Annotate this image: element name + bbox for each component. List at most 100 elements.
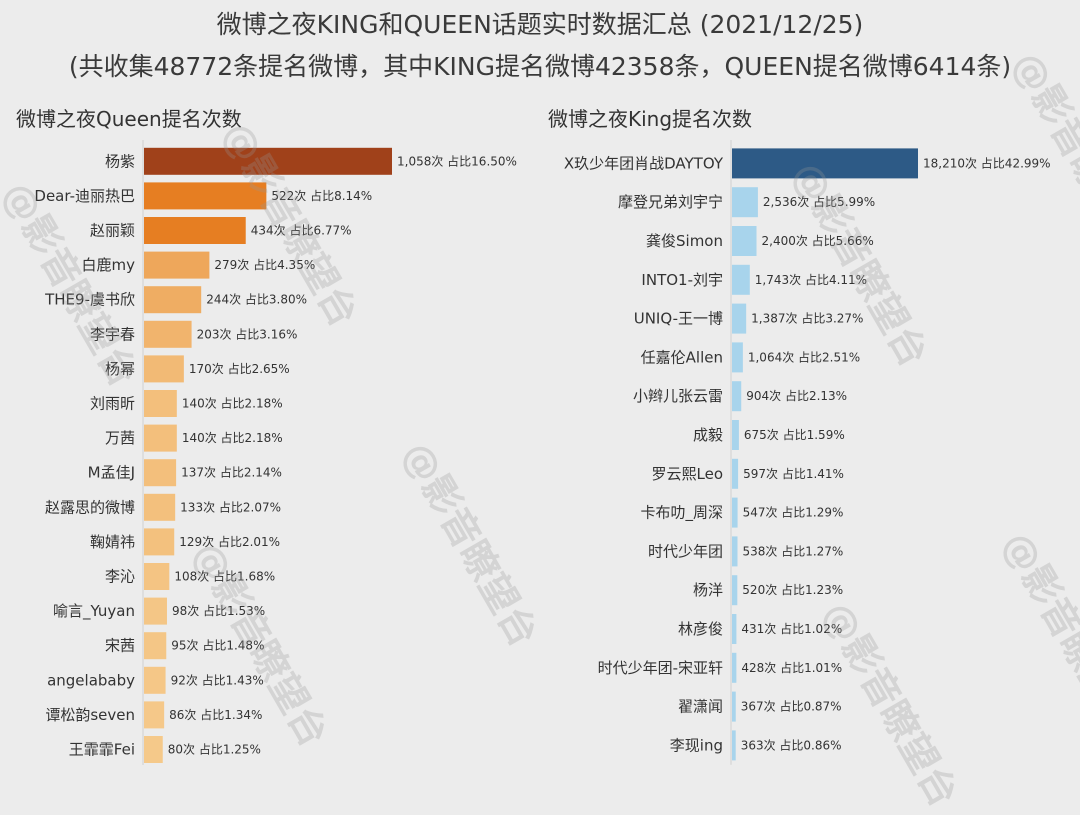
bar (732, 148, 918, 179)
data-label: 1,064次 占比2.51% (748, 349, 860, 364)
category-label: 喻言_Yuyan (53, 602, 135, 621)
bar (732, 342, 743, 373)
bar (144, 424, 177, 452)
category-label: 王霏霏Fei (69, 741, 135, 759)
data-label: 18,210次 占比42.99% (923, 155, 1051, 170)
data-label: 538次 占比1.27% (742, 543, 843, 558)
bar (144, 493, 176, 521)
bar (144, 182, 267, 210)
data-label: 1,743次 占比4.11% (755, 272, 867, 287)
category-label: 李宇春 (90, 325, 135, 343)
queen-panel-title: 微博之夜Queen提名次数 (16, 107, 242, 131)
category-label: UNIQ-王一博 (634, 310, 723, 328)
category-label: 谭松韵seven (45, 706, 135, 724)
category-label: 时代少年团 (648, 542, 723, 560)
category-label: 白鹿my (82, 256, 136, 274)
data-label: 133次 占比2.07% (180, 499, 281, 514)
category-label: 时代少年团-宋亚轩 (598, 659, 723, 677)
category-label: 龚俊Simon (646, 232, 723, 250)
category-label: INTO1-刘宇 (641, 271, 723, 289)
category-label: 宋茜 (105, 637, 135, 655)
category-label: 李沁 (105, 568, 135, 586)
data-label: 1,387次 占比3.27% (751, 311, 863, 326)
king-panel-title: 微博之夜King提名次数 (548, 107, 753, 131)
bar (732, 691, 736, 722)
data-label: 431次 占比1.02% (741, 621, 842, 636)
data-label: 363次 占比0.86% (741, 737, 842, 752)
category-label: angelababy (47, 671, 135, 689)
category-label: 翟潇闻 (678, 698, 723, 716)
data-label: 80次 占比1.25% (168, 742, 261, 757)
data-label: 428次 占比1.01% (741, 660, 842, 675)
bar (732, 575, 738, 606)
data-label: 86次 占比1.34% (169, 707, 262, 722)
category-label: 成毅 (693, 426, 723, 444)
category-label: M孟佳J (88, 464, 135, 482)
bar (144, 632, 167, 660)
bar (144, 666, 166, 694)
bar (144, 459, 177, 487)
chart-subtitle: (共收集48772条提名微博，其中KING提名微博42358条，QUEEN提名微… (68, 52, 1012, 81)
category-label: 林彦俊 (678, 620, 723, 638)
bar (732, 381, 742, 412)
bar (732, 264, 750, 295)
data-label: 129次 占比2.01% (179, 534, 280, 549)
bar (144, 390, 177, 417)
category-label: 刘雨昕 (90, 395, 135, 413)
bar (144, 355, 184, 383)
data-label: 108次 占比1.68% (174, 569, 275, 584)
bar (144, 251, 210, 279)
bar (732, 458, 739, 489)
data-label: 547次 占比1.29% (743, 505, 844, 520)
category-label: 杨紫 (105, 152, 135, 170)
bar (144, 597, 167, 625)
category-label: 杨幂 (105, 360, 135, 378)
data-label: 98次 占比1.53% (172, 603, 265, 618)
bar (732, 614, 737, 644)
category-label: X玖少年团肖战DAYTOY (564, 154, 724, 172)
data-label: 137次 占比2.14% (181, 465, 282, 480)
bar (144, 320, 192, 348)
category-label: 杨洋 (693, 581, 723, 599)
bar (732, 730, 736, 761)
data-label: 434次 占比6.77% (251, 223, 352, 238)
category-label: THE9-虞书欣 (44, 291, 135, 309)
data-label: 522次 占比8.14% (271, 188, 372, 203)
category-label: 罗云熙Leo (652, 465, 724, 483)
data-label: 597次 占比1.41% (743, 466, 844, 481)
data-label: 92次 占比1.43% (171, 672, 264, 687)
data-label: 904次 占比2.13% (746, 388, 847, 403)
bar (144, 286, 202, 314)
bar (732, 652, 737, 683)
bar (732, 226, 757, 256)
bar (144, 528, 175, 556)
bar (732, 303, 747, 334)
category-label: 李现ing (670, 736, 723, 754)
category-label: 任嘉伦Allen (641, 348, 723, 366)
bar (732, 497, 738, 528)
data-label: 520次 占比1.23% (742, 582, 843, 597)
data-label: 140次 占比2.18% (182, 396, 283, 411)
bar (732, 187, 758, 218)
chart-title: 微博之夜KING和QUEEN话题实时数据汇总 (2021/12/25) (216, 10, 864, 39)
bar-charts: 杨紫 1,058次 占比16.50% Dear-迪丽热巴 522次 占比8.14% 赵丽… (34, 140, 1051, 765)
category-label: 万茜 (105, 429, 135, 447)
data-label: 675次 占比1.59% (744, 427, 845, 442)
category-label: 鞠婧祎 (90, 533, 135, 551)
data-label: 367次 占比0.87% (741, 699, 842, 714)
category-label: 赵丽颖 (90, 222, 135, 240)
bar (144, 701, 165, 729)
bar (144, 217, 246, 244)
data-label: 95次 占比1.48% (171, 638, 264, 653)
bar (732, 420, 739, 450)
data-label: 2,536次 占比5.99% (763, 194, 875, 209)
bar (144, 147, 392, 175)
data-label: 244次 占比3.80% (206, 292, 307, 307)
data-label: 2,400次 占比5.66% (762, 233, 874, 248)
data-label: 203次 占比3.16% (197, 326, 298, 341)
data-label: 170次 占比2.65% (189, 361, 290, 376)
category-label: 赵露思的微博 (45, 498, 135, 516)
data-label: 140次 占比2.18% (182, 430, 283, 445)
bar (732, 536, 738, 567)
bar (144, 563, 170, 590)
